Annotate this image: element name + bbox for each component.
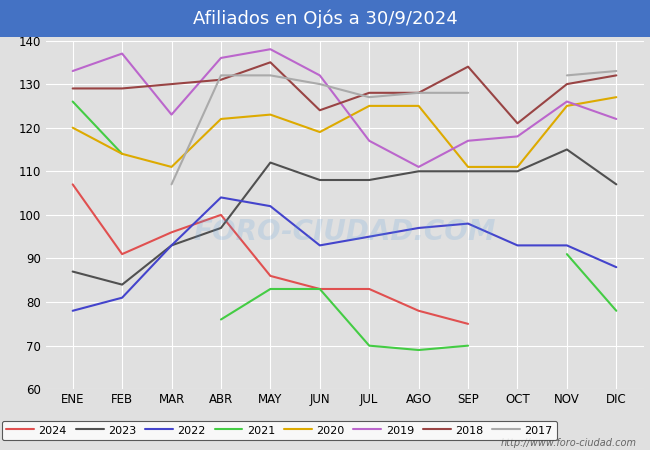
2024 <box>365 286 373 292</box>
2018 <box>266 59 274 65</box>
Line: 2018: 2018 <box>73 62 616 123</box>
2020 <box>415 103 422 108</box>
2018 <box>69 86 77 91</box>
2018 <box>217 77 225 82</box>
2022 <box>612 265 620 270</box>
2024 <box>316 286 324 292</box>
Legend: 2024, 2023, 2022, 2021, 2020, 2019, 2018, 2017: 2024, 2023, 2022, 2021, 2020, 2019, 2018… <box>2 421 557 440</box>
2022 <box>563 243 571 248</box>
2019 <box>563 99 571 104</box>
2018 <box>563 81 571 87</box>
2022 <box>168 243 176 248</box>
2024 <box>464 321 472 327</box>
2019 <box>365 138 373 144</box>
2019 <box>316 72 324 78</box>
2018 <box>612 72 620 78</box>
2018 <box>415 90 422 95</box>
2023 <box>415 169 422 174</box>
Text: Afiliados en Ojós a 30/9/2024: Afiliados en Ojós a 30/9/2024 <box>192 9 458 28</box>
2020 <box>316 129 324 135</box>
2020 <box>464 164 472 170</box>
Line: 2023: 2023 <box>73 149 616 285</box>
2022 <box>415 225 422 231</box>
2023 <box>563 147 571 152</box>
2022 <box>464 221 472 226</box>
2024 <box>415 308 422 314</box>
2018 <box>118 86 126 91</box>
2020 <box>168 164 176 170</box>
2023 <box>118 282 126 288</box>
Line: 2020: 2020 <box>73 97 616 167</box>
2023 <box>464 169 472 174</box>
2023 <box>168 243 176 248</box>
2021 <box>118 151 126 157</box>
2020 <box>118 151 126 157</box>
2023 <box>217 225 225 231</box>
2024 <box>266 273 274 279</box>
2019 <box>118 51 126 56</box>
2019 <box>612 116 620 122</box>
2019 <box>69 68 77 74</box>
2023 <box>266 160 274 165</box>
Line: 2024: 2024 <box>73 184 468 324</box>
2020 <box>266 112 274 117</box>
2024 <box>168 230 176 235</box>
2019 <box>266 46 274 52</box>
2018 <box>514 121 521 126</box>
2024 <box>118 252 126 257</box>
2021 <box>69 99 77 104</box>
2019 <box>514 134 521 139</box>
2023 <box>365 177 373 183</box>
Text: http://www.foro-ciudad.com: http://www.foro-ciudad.com <box>501 438 637 448</box>
2020 <box>365 103 373 108</box>
2020 <box>514 164 521 170</box>
2020 <box>217 116 225 122</box>
2018 <box>316 108 324 113</box>
2022 <box>514 243 521 248</box>
2020 <box>563 103 571 108</box>
2020 <box>612 94 620 100</box>
Line: 2022: 2022 <box>73 198 616 311</box>
2019 <box>168 112 176 117</box>
2024 <box>217 212 225 218</box>
Line: 2019: 2019 <box>73 49 616 167</box>
2018 <box>365 90 373 95</box>
2023 <box>316 177 324 183</box>
2018 <box>168 81 176 87</box>
2022 <box>266 203 274 209</box>
2022 <box>69 308 77 314</box>
2020 <box>69 125 77 130</box>
2019 <box>415 164 422 170</box>
2023 <box>612 182 620 187</box>
2023 <box>69 269 77 274</box>
2022 <box>217 195 225 200</box>
Line: 2021: 2021 <box>73 102 122 154</box>
2018 <box>464 64 472 69</box>
2019 <box>464 138 472 144</box>
2022 <box>118 295 126 301</box>
2019 <box>217 55 225 61</box>
Text: FORO-CIUDAD.COM: FORO-CIUDAD.COM <box>193 218 496 246</box>
2022 <box>316 243 324 248</box>
2022 <box>365 234 373 239</box>
2024 <box>69 182 77 187</box>
2023 <box>514 169 521 174</box>
